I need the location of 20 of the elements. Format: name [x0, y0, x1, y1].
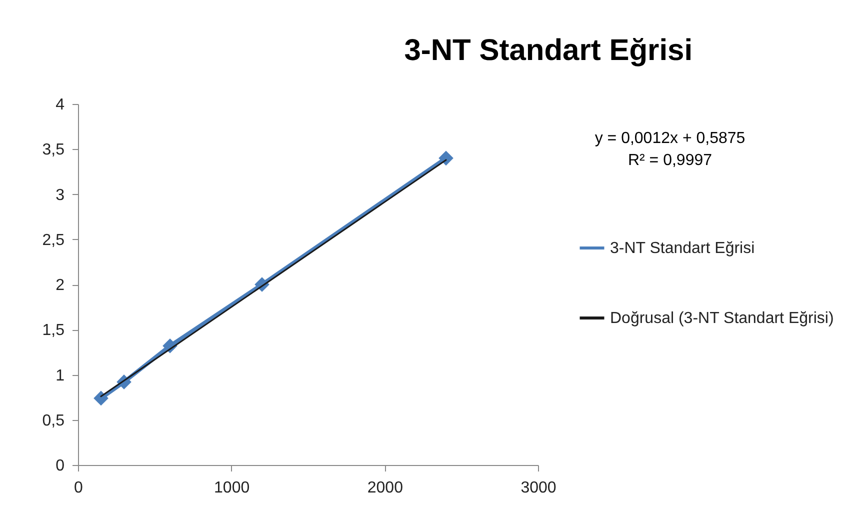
y-tick-label: 4	[56, 96, 65, 114]
y-tick-label: 0,5	[42, 412, 65, 430]
y-tick-label: 1,5	[42, 322, 65, 340]
y-tick-label: 3	[56, 186, 65, 204]
legend-label: 3-NT Standart Eğrisi	[610, 240, 755, 257]
chart-title: 3-NT Standart Eğrisi	[404, 34, 693, 67]
text: y = 0,0012x + 0,5875	[594, 129, 746, 149]
y-tick-label: 2,5	[42, 232, 65, 249]
y-tick-label: 2	[56, 277, 65, 294]
x-tick-label: 3000	[520, 480, 556, 496]
point	[438, 150, 454, 166]
y-tick-label: 3,5	[42, 142, 65, 159]
text: R² = 0,9997	[626, 151, 714, 171]
y-tick-label: 0	[56, 458, 65, 474]
x-tick-label: 2000	[367, 480, 404, 496]
x-tick-label: 0	[74, 480, 84, 496]
legend-label: Doğrusal (3-NT Standart Eğrisi)	[610, 310, 834, 327]
point	[94, 390, 108, 406]
y-tick-label: 1	[56, 367, 65, 384]
x-tick-label: 1000	[214, 480, 250, 496]
